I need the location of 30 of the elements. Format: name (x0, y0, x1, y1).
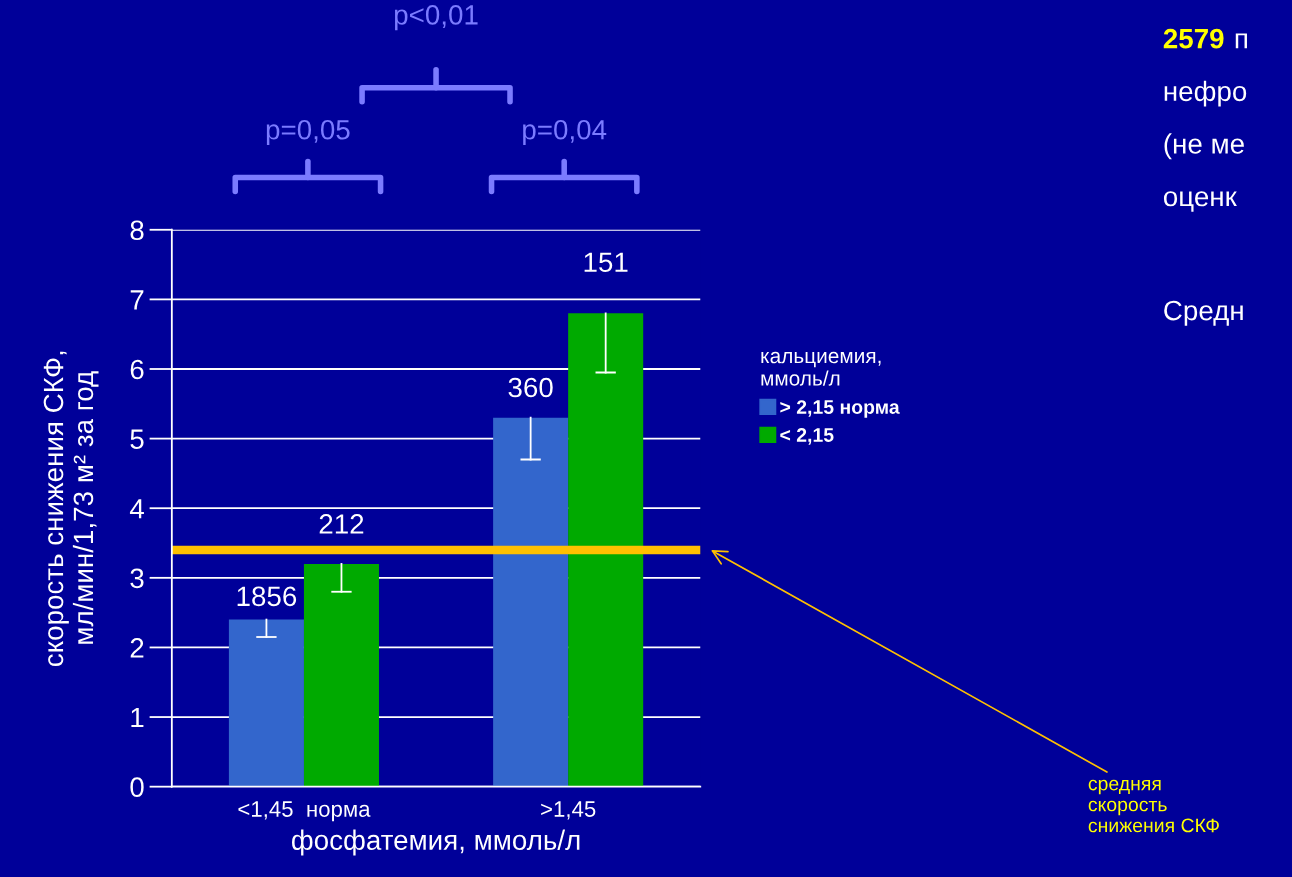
text: p=0,04 (523, 119, 607, 146)
annotation: 151 (584, 252, 628, 273)
text: нефро (1164, 80, 1247, 107)
y-tick-label: 4 (129, 499, 144, 519)
y-tick-label: 1 (131, 708, 144, 728)
text: 2579 (1163, 28, 1224, 49)
y-tick-label: 0 (130, 777, 144, 798)
text: средняя скорость снижения СКФ (1088, 779, 1219, 833)
text: Средн (1164, 300, 1243, 326)
text: оценк (1163, 191, 1237, 212)
legend-label: < 2,15 (780, 428, 834, 445)
y-tick-label: 2 (130, 638, 144, 658)
y-tick-label: 6 (130, 359, 144, 380)
y-tick-label: 5 (130, 429, 144, 449)
y-tick-label: 8 (130, 220, 144, 241)
annotation: 360 (508, 377, 553, 398)
y-axis-title: скорость снижения СКФ, мл/мин/1,73 м² за год (43, 351, 99, 667)
legend-label: > 2,15 норма (780, 400, 900, 418)
y-tick-label: 7 (130, 290, 144, 310)
x-tick-label: >1,45 (541, 801, 596, 820)
legend-title: кальциемия, ммоль/л (761, 351, 881, 386)
annotation: 212 (319, 514, 364, 534)
x-axis-title: фосфатемия, ммоль/л (292, 829, 580, 856)
annotation: 1856 (237, 586, 297, 607)
text: (не ме (1164, 133, 1244, 160)
text: p<0,01 (394, 5, 478, 31)
x-tick-label: <1,45 норма (238, 801, 371, 822)
text: p=0,05 (266, 119, 350, 146)
text: п (1235, 33, 1247, 49)
y-tick-label: 3 (130, 568, 144, 589)
